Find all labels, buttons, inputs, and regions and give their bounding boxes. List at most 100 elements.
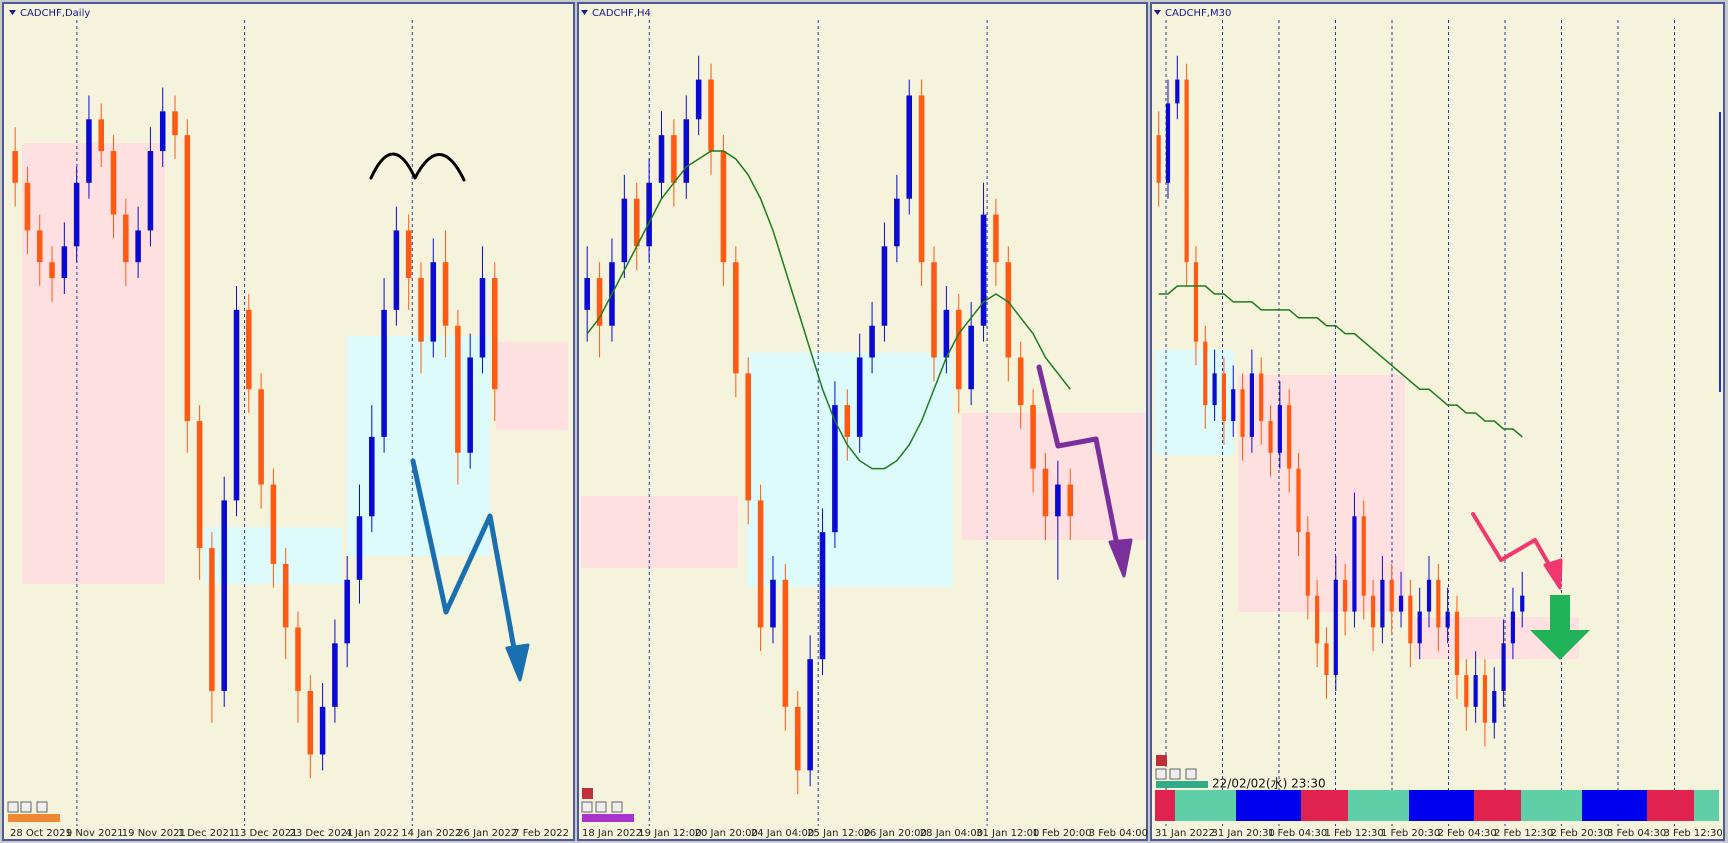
title-arrow [1154,10,1161,15]
moving-average [586,150,1071,470]
tool-icon[interactable] [1155,768,1167,780]
candle-body [73,182,80,247]
tool-icon[interactable] [595,801,607,813]
candle-body [258,389,264,485]
candle-body [1287,405,1292,469]
candle-body [1221,373,1227,421]
x-tick-label: 31 Jan 12:00 [976,828,1039,839]
tool-icon[interactable] [611,801,623,813]
tool-icon[interactable] [7,801,19,813]
candle-body [356,516,363,580]
strip [1409,790,1474,821]
candle-body [1520,595,1525,612]
candle-body [1296,468,1301,533]
candle-body [708,79,714,152]
x-tick-label: 1 Feb 20:00 [1032,828,1091,839]
candle-body [418,278,424,342]
candle-body [1324,643,1329,676]
candle-body [1510,611,1516,644]
candle-body [36,230,43,263]
panel-title: CADCHF,M30 [1165,8,1231,19]
candle-body [683,119,690,183]
candle-body [720,151,727,263]
tool-icon[interactable] [20,801,32,813]
candle-body [1352,516,1357,612]
candle-body [24,182,31,231]
candle-body [646,182,652,247]
x-tick-label: 31 Jan 2022 [1155,828,1215,839]
candle-body [1417,611,1422,644]
panel-title: CADCHF,H4 [592,8,651,19]
candle-body [1305,532,1310,596]
candle-body [381,309,387,437]
candle-body [832,405,838,533]
down-arrow [1530,595,1590,660]
strip [1521,790,1582,821]
candle-body [1426,579,1432,612]
zones [22,143,1579,659]
candle-body [1017,357,1024,406]
x-tick-label: 2 Feb 20:30 [1551,828,1610,839]
candle-body [671,135,677,183]
zone [22,143,165,584]
candle-body [246,309,252,390]
x-tick-label: 2 Feb 04:30 [1438,828,1497,839]
candle-body [405,230,412,279]
tool-icon[interactable] [582,788,593,799]
candle-body [1193,262,1199,342]
arrow-head [1543,558,1563,590]
arrow-head [505,643,530,682]
candle-body [1249,373,1254,437]
candle-body [467,357,473,453]
strip [1155,790,1175,821]
candle-body [307,690,314,755]
candle-body [49,262,55,279]
candle-body [1067,484,1074,517]
candle-body [1464,675,1469,707]
toolbars [7,755,1208,822]
tool-icon[interactable] [581,801,593,813]
candle-body [1343,579,1348,612]
strip [1175,790,1236,821]
candle-body [906,95,913,199]
zone [747,353,953,587]
tool-icon[interactable] [36,801,48,813]
candle-body [980,214,987,326]
tool-icon[interactable] [1156,755,1167,766]
tool-icon[interactable] [1185,768,1197,780]
candle-body [1212,373,1217,406]
candle-body [1333,579,1338,676]
candle-body [596,278,603,326]
candle-body [869,325,875,358]
x-tick-label: 28 Oct 2021 [10,828,72,839]
strip [1582,790,1647,821]
color-icons [582,814,634,822]
candle-body [633,198,640,247]
x-tick-label: 19 Jan 12:00 [638,828,701,839]
candle-body [184,135,191,421]
candle-body [1370,595,1376,628]
candle-body [968,325,974,390]
candle-body [1231,389,1236,421]
x-tick-label: 3 Feb 12:30 [1664,828,1723,839]
x-tick-label: 26 Jan 20:00 [864,828,927,839]
arrow-head [1108,538,1133,578]
candle-body [61,246,68,279]
candle-body [943,309,950,358]
tool-icon[interactable] [1169,768,1181,780]
candle-body [757,500,764,628]
strip [1301,790,1348,821]
candle-body [745,373,751,501]
candle-body [807,659,813,771]
x-tick-label: 4 Jan 2022 [345,828,399,839]
x-tick-label: 26 Jan 2022 [457,828,517,839]
candle-body [319,706,326,755]
arrow [1036,364,1123,563]
candle-body [1030,405,1036,469]
x-tick-label: 25 Jan 12:00 [807,828,870,839]
candle-body [1501,643,1506,691]
candle-body [455,325,461,453]
candle-body [1156,135,1161,183]
candle-body [172,111,178,136]
candle-body [658,135,665,183]
